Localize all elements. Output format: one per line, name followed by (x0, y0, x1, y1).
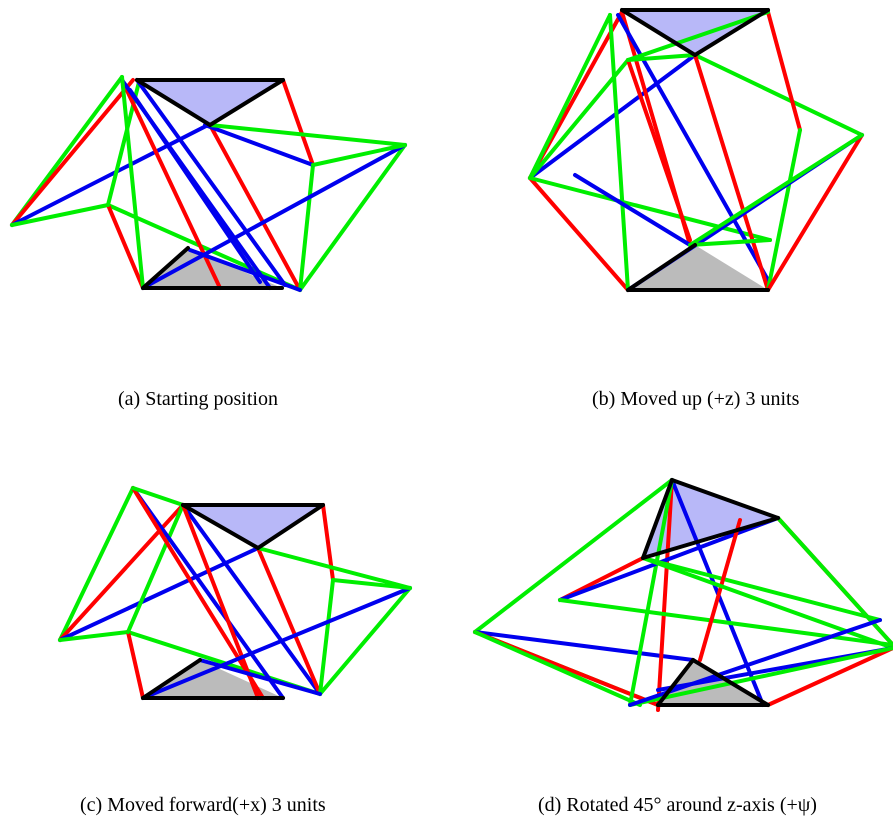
blue-strut (473, 630, 695, 662)
blue-strut (131, 486, 285, 700)
green-strut (120, 75, 145, 290)
green-strut (628, 646, 893, 707)
blue-strut (198, 658, 322, 696)
green-strut (131, 486, 185, 507)
green-strut (608, 13, 630, 292)
red-strut (10, 78, 135, 227)
red-strut (698, 518, 742, 662)
green-strut (318, 586, 412, 696)
blue-strut (573, 173, 692, 247)
top-platform (643, 480, 778, 558)
red-strut (528, 176, 630, 292)
blue-strut (558, 516, 780, 602)
green-strut (256, 546, 412, 590)
platform-edge (181, 503, 260, 550)
top-platform (137, 80, 283, 125)
green-strut (641, 556, 882, 622)
red-strut (766, 133, 864, 292)
green-strut (311, 143, 407, 167)
red-strut (106, 203, 145, 290)
panel-d-rotated (473, 478, 893, 712)
green-strut (208, 123, 407, 147)
blue-strut (203, 123, 315, 167)
green-strut (331, 578, 412, 590)
blue-strut (135, 78, 287, 287)
green-strut (473, 478, 674, 634)
green-strut (528, 58, 630, 180)
green-strut (628, 478, 674, 707)
red-strut (256, 546, 322, 696)
blue-strut (10, 123, 210, 227)
platform-edge (656, 658, 695, 707)
blue-strut (181, 503, 322, 696)
platform-edge (135, 78, 212, 127)
red-strut (693, 53, 770, 292)
green-strut (626, 53, 697, 62)
panel-b-moved-up (528, 8, 864, 292)
red-strut (181, 503, 260, 700)
green-strut (473, 630, 642, 707)
blue-strut (628, 618, 882, 707)
green-strut (528, 176, 772, 242)
caption-c: (c) Moved forward(+x) 3 units (80, 794, 326, 816)
platform-edge (141, 246, 190, 290)
red-strut (766, 646, 893, 707)
blue-strut (141, 586, 412, 700)
green-strut (558, 598, 893, 647)
blue-strut (188, 248, 302, 292)
top-platform (183, 505, 323, 548)
red-strut (58, 503, 185, 642)
platform-edge (691, 658, 770, 707)
red-strut (208, 123, 302, 292)
platform-edge (626, 243, 697, 292)
red-strut (281, 78, 315, 167)
platform-edge (141, 658, 202, 700)
top-platform (622, 10, 768, 55)
caption-d: (d) Rotated 45° around z-axis (+ψ) (538, 794, 817, 816)
green-strut (298, 143, 407, 292)
caption-a: (a) Starting position (118, 388, 278, 410)
red-strut (626, 58, 692, 242)
green-strut (318, 578, 335, 696)
green-strut (298, 163, 315, 292)
panel-a-starting-position (10, 75, 407, 292)
green-strut (58, 486, 135, 642)
platform-edge (693, 8, 770, 57)
platform-edge (641, 478, 674, 560)
blue-strut (141, 143, 407, 290)
green-strut (106, 203, 302, 292)
blue-strut (528, 53, 697, 180)
red-strut (131, 486, 265, 700)
bottom-platform (143, 660, 283, 698)
blue-strut (128, 88, 262, 284)
green-strut (688, 133, 864, 247)
platform-edge (208, 78, 285, 127)
platform-edge (620, 8, 697, 57)
red-strut (766, 10, 802, 132)
green-strut (126, 503, 185, 634)
green-strut (626, 10, 770, 62)
bottom-platform (628, 245, 768, 290)
green-strut (641, 556, 893, 650)
red-strut (126, 630, 145, 700)
green-strut (766, 128, 802, 292)
green-strut (693, 53, 864, 137)
platform-edge (641, 516, 780, 560)
platform-edge (256, 503, 325, 550)
platform-edge (670, 478, 780, 520)
caption-b: (b) Moved up (+z) 3 units (592, 388, 800, 410)
green-strut (58, 630, 130, 642)
green-strut (10, 203, 110, 227)
panel-c-moved-forward (58, 486, 412, 700)
red-strut (656, 478, 674, 712)
green-strut (528, 13, 612, 180)
green-strut (688, 238, 772, 247)
